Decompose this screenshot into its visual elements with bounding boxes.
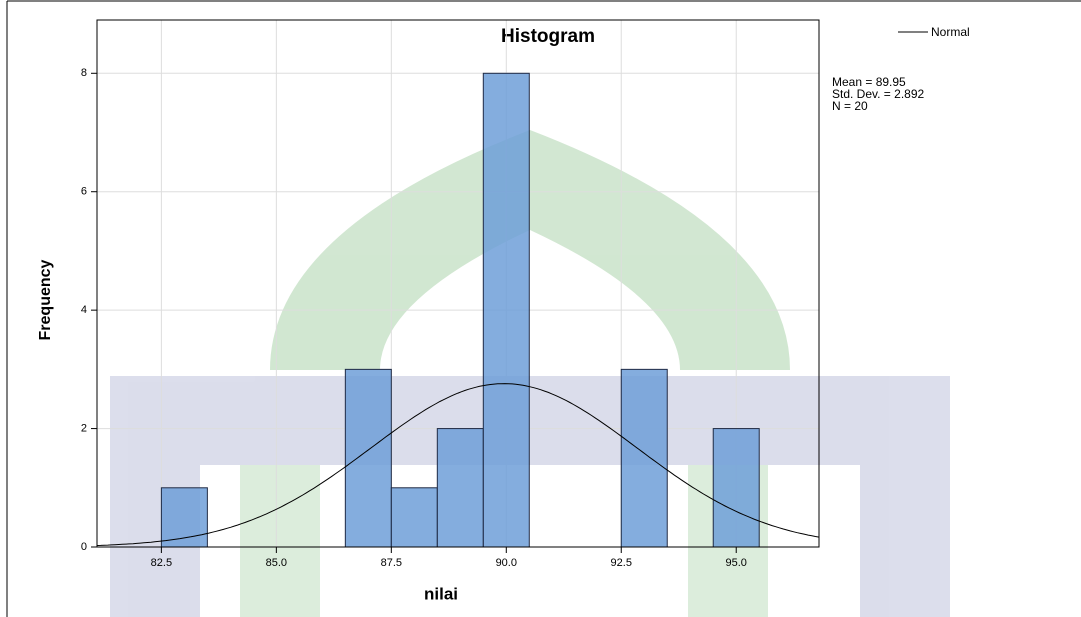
stat-label: Std. Dev. = 2.892: [832, 87, 924, 101]
x-tick-label: 87.5: [381, 557, 402, 569]
x-tick-label: 82.5: [151, 557, 172, 569]
y-tick-label: 4: [81, 304, 87, 316]
bar: [436, 428, 484, 548]
x-tick-label: 92.5: [611, 557, 632, 569]
bar: [620, 368, 668, 548]
bar: [160, 487, 208, 548]
x-tick-label: 85.0: [266, 557, 287, 569]
bar: [344, 368, 392, 548]
bar: [482, 72, 530, 548]
stat-label: N = 20: [832, 99, 868, 113]
y-tick-label: 6: [81, 186, 87, 198]
y-axis-label: Frequency: [37, 259, 54, 340]
x-axis-label: nilai: [424, 584, 458, 603]
plot-frame: [96, 19, 820, 548]
x-tick-label: 95.0: [726, 557, 747, 569]
bar: [712, 428, 760, 548]
legend-label: Normal: [931, 25, 970, 39]
stat-label: Mean = 89.95: [832, 75, 906, 89]
y-tick-label: 0: [81, 541, 87, 553]
bar: [390, 487, 438, 548]
watermark: [110, 130, 950, 617]
x-tick-label: 90.0: [496, 557, 517, 569]
chart-title: Histogram: [501, 26, 595, 47]
y-tick-label: 8: [81, 67, 87, 79]
y-tick-label: 2: [81, 422, 87, 434]
normal-curve: [96, 383, 820, 546]
